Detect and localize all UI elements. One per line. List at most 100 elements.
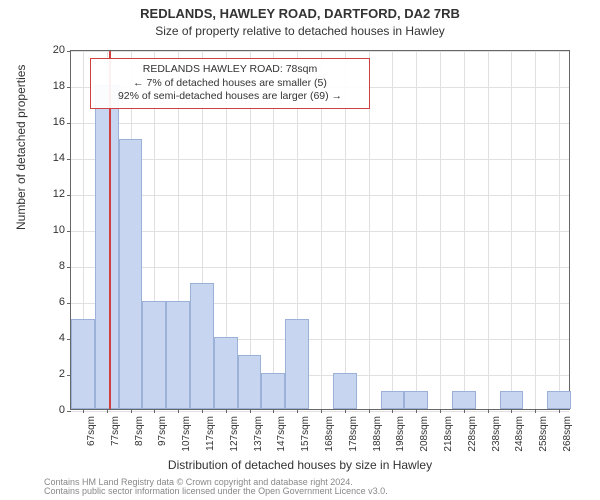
x-tick-mark — [297, 409, 298, 413]
x-tick-label: 198sqm — [395, 416, 406, 452]
y-tick-label: 8 — [35, 260, 65, 272]
x-tick-label: 268sqm — [562, 416, 573, 452]
x-tick-label: 157sqm — [300, 416, 311, 452]
x-tick-label: 218sqm — [443, 416, 454, 452]
x-tick-mark — [107, 409, 108, 413]
x-tick-mark — [392, 409, 393, 413]
y-axis-label: Number of detached properties — [14, 65, 28, 230]
histogram-bar — [333, 373, 357, 409]
y-tick-label: 2 — [35, 368, 65, 380]
y-tick-label: 20 — [35, 44, 65, 56]
gridline-v — [535, 51, 536, 409]
y-tick-label: 4 — [35, 332, 65, 344]
y-tick-mark — [67, 87, 71, 88]
annotation-box: REDLANDS HAWLEY ROAD: 78sqm ← 7% of deta… — [90, 58, 370, 109]
gridline-v — [511, 51, 512, 409]
x-tick-label: 168sqm — [324, 416, 335, 452]
gridline-v — [559, 51, 560, 409]
annotation-line3: 92% of semi-detached houses are larger (… — [99, 90, 361, 104]
x-tick-mark — [273, 409, 274, 413]
histogram-bar — [261, 373, 285, 409]
gridline-v — [488, 51, 489, 409]
x-tick-mark — [202, 409, 203, 413]
x-tick-label: 238sqm — [491, 416, 502, 452]
histogram-bar — [500, 391, 524, 409]
x-tick-mark — [559, 409, 560, 413]
y-tick-mark — [67, 411, 71, 412]
x-tick-mark — [369, 409, 370, 413]
x-tick-label: 107sqm — [181, 416, 192, 452]
y-tick-mark — [67, 303, 71, 304]
histogram-bar — [285, 319, 309, 409]
x-tick-mark — [250, 409, 251, 413]
gridline-v — [440, 51, 441, 409]
annotation-line2: ← 7% of detached houses are smaller (5) — [99, 77, 361, 91]
x-tick-label: 77sqm — [110, 416, 121, 446]
y-tick-mark — [67, 51, 71, 52]
histogram-bar — [71, 319, 95, 409]
histogram-bar — [404, 391, 428, 409]
footer-attribution: Contains HM Land Registry data © Crown c… — [44, 478, 388, 497]
y-tick-label: 6 — [35, 296, 65, 308]
x-tick-mark — [83, 409, 84, 413]
x-tick-mark — [345, 409, 346, 413]
x-tick-label: 258sqm — [538, 416, 549, 452]
gridline-v — [416, 51, 417, 409]
footer-line2: Contains public sector information licen… — [44, 487, 388, 496]
x-tick-label: 147sqm — [276, 416, 287, 452]
x-tick-label: 178sqm — [348, 416, 359, 452]
histogram-bar — [238, 355, 262, 409]
x-tick-label: 228sqm — [467, 416, 478, 452]
histogram-bar — [119, 139, 143, 409]
x-tick-label: 137sqm — [253, 416, 264, 452]
x-tick-label: 117sqm — [205, 416, 216, 451]
gridline-h — [71, 231, 569, 232]
y-tick-mark — [67, 195, 71, 196]
x-tick-label: 248sqm — [514, 416, 525, 452]
y-tick-label: 18 — [35, 80, 65, 92]
y-tick-label: 12 — [35, 188, 65, 200]
y-tick-mark — [67, 231, 71, 232]
y-tick-label: 10 — [35, 224, 65, 236]
gridline-h — [71, 411, 569, 412]
y-tick-label: 0 — [35, 404, 65, 416]
gridline-h — [71, 195, 569, 196]
y-tick-mark — [67, 159, 71, 160]
x-axis-label: Distribution of detached houses by size … — [0, 458, 600, 472]
x-tick-mark — [154, 409, 155, 413]
x-tick-label: 67sqm — [86, 416, 97, 446]
x-tick-label: 97sqm — [157, 416, 168, 446]
gridline-h — [71, 267, 569, 268]
x-tick-mark — [440, 409, 441, 413]
x-tick-label: 87sqm — [134, 416, 145, 446]
x-tick-mark — [321, 409, 322, 413]
x-tick-mark — [178, 409, 179, 413]
y-tick-label: 14 — [35, 152, 65, 164]
x-tick-mark — [416, 409, 417, 413]
histogram-bar — [142, 301, 166, 409]
chart-container: REDLANDS, HAWLEY ROAD, DARTFORD, DA2 7RB… — [0, 0, 600, 500]
gridline-v — [392, 51, 393, 409]
histogram-bar — [95, 85, 119, 409]
x-tick-label: 208sqm — [419, 416, 430, 452]
histogram-bar — [190, 283, 214, 409]
chart-title: REDLANDS, HAWLEY ROAD, DARTFORD, DA2 7RB — [0, 6, 600, 21]
histogram-bar — [452, 391, 476, 409]
x-tick-mark — [464, 409, 465, 413]
gridline-v — [464, 51, 465, 409]
y-tick-mark — [67, 267, 71, 268]
gridline-h — [71, 123, 569, 124]
histogram-bar — [547, 391, 571, 409]
x-tick-label: 188sqm — [372, 416, 383, 452]
histogram-bar — [214, 337, 238, 409]
y-tick-mark — [67, 123, 71, 124]
y-tick-label: 16 — [35, 116, 65, 128]
x-tick-label: 127sqm — [229, 416, 240, 452]
x-tick-mark — [226, 409, 227, 413]
x-tick-mark — [131, 409, 132, 413]
gridline-h — [71, 51, 569, 52]
x-tick-mark — [511, 409, 512, 413]
x-tick-mark — [535, 409, 536, 413]
annotation-line1: REDLANDS HAWLEY ROAD: 78sqm — [99, 63, 361, 77]
chart-subtitle: Size of property relative to detached ho… — [0, 24, 600, 38]
